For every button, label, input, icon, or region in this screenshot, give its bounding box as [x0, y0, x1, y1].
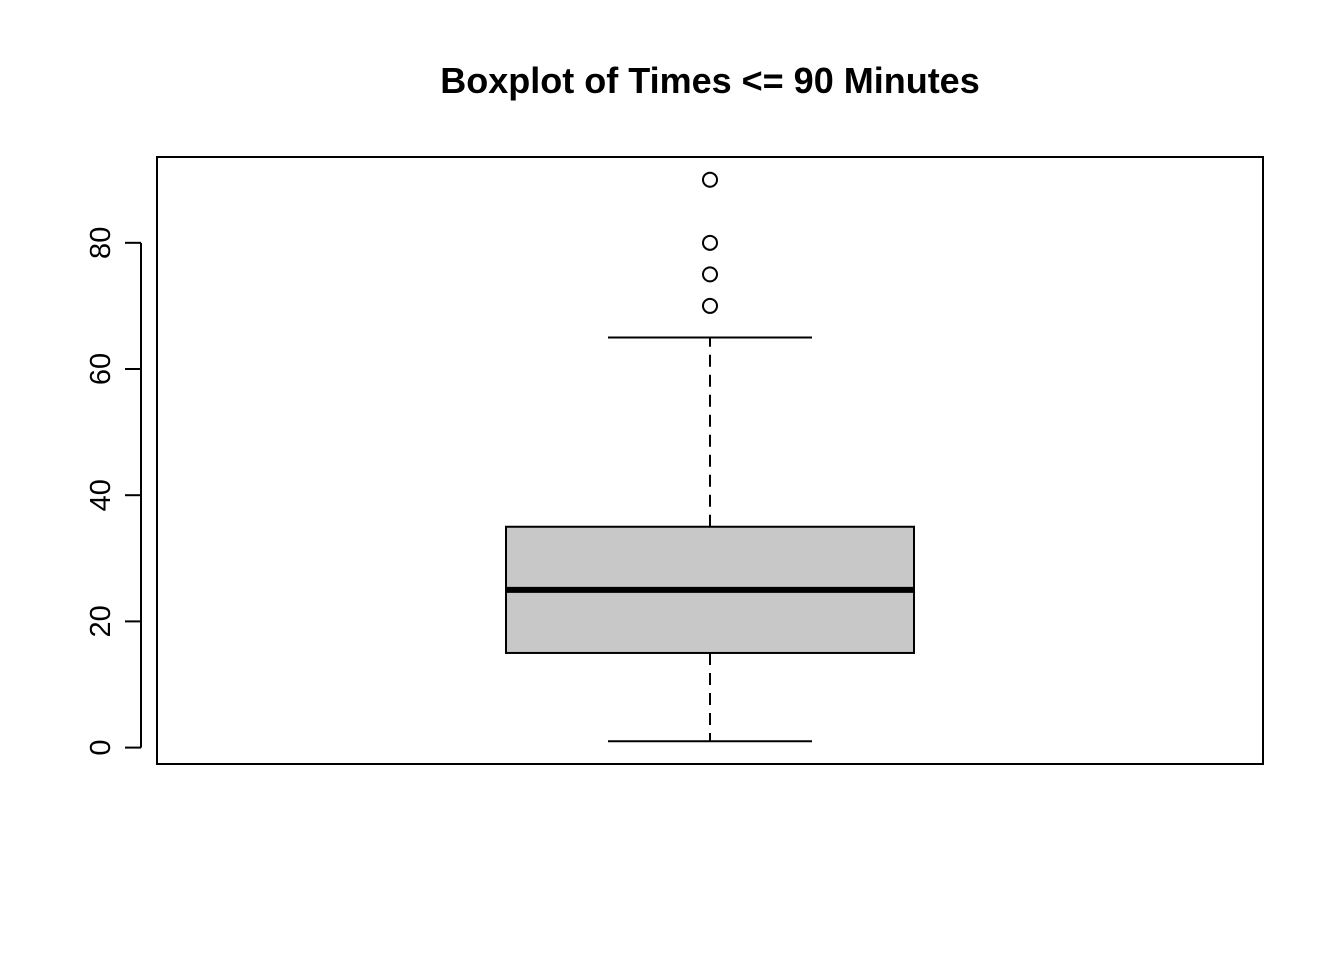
y-tick-label: 40: [85, 479, 117, 511]
y-tick-label: 20: [85, 605, 117, 637]
outlier-point: [702, 234, 718, 251]
y-tick-label: 80: [85, 227, 117, 259]
outlier-point: [702, 266, 718, 283]
chart-title: Boxplot of Times <= 90 Minutes: [440, 60, 979, 101]
y-tick-label: 0: [85, 740, 117, 756]
outlier-point: [702, 297, 718, 314]
outlier-point: [702, 171, 718, 188]
boxplot: [505, 171, 915, 743]
plot-frame: [156, 156, 1264, 765]
y-axis: 0 20 40 60 80: [85, 227, 142, 756]
y-tick-label: 60: [85, 353, 117, 385]
